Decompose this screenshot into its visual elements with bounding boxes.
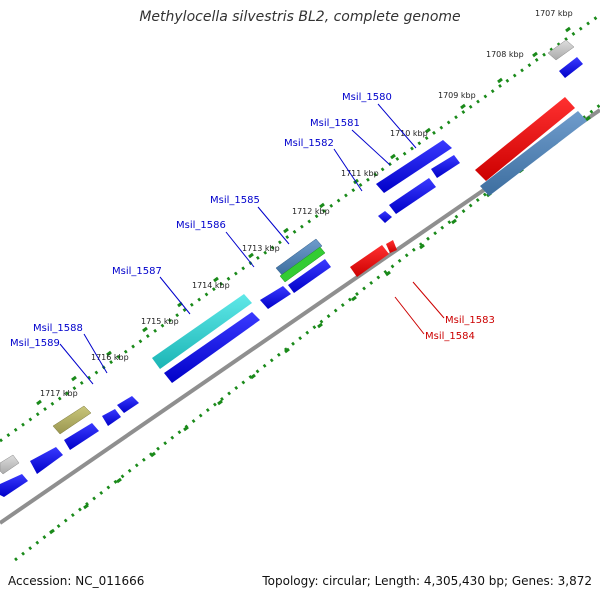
cds-feature[interactable] — [431, 155, 460, 178]
gene-label[interactable]: Msil_1587 — [112, 266, 162, 277]
cds-feature[interactable] — [376, 140, 452, 193]
gene-label[interactable]: Msil_1582 — [284, 138, 334, 149]
cds-feature[interactable] — [117, 396, 139, 413]
rna-feature[interactable] — [350, 245, 389, 277]
cds-feature[interactable] — [378, 211, 392, 223]
kbp-label: 1716 kbp — [91, 353, 129, 362]
label-leaders — [59, 103, 417, 385]
cds-feature[interactable] — [480, 111, 587, 196]
gene-feature[interactable] — [279, 246, 326, 283]
cds-feature[interactable] — [64, 423, 99, 450]
gene-label[interactable]: Msil_1589 — [10, 338, 60, 349]
accession-text: Accession: NC_011666 — [8, 574, 145, 588]
kbp-label: 1711 kbp — [341, 169, 379, 178]
gene-label[interactable]: Msil_1584 — [425, 331, 475, 342]
label-leaders-red — [394, 281, 445, 335]
gene-feature[interactable] — [0, 454, 20, 475]
cds-feature[interactable] — [152, 294, 252, 369]
ruler-ticks — [36, 26, 591, 535]
cds-feature[interactable] — [288, 259, 331, 293]
gene-feature[interactable] — [547, 39, 575, 61]
outer-ruler — [0, 13, 600, 443]
cds-feature[interactable] — [164, 312, 260, 383]
gene-label[interactable]: Msil_1581 — [310, 118, 360, 129]
genome-summary-text: Topology: circular; Length: 4,305,430 bp… — [262, 574, 592, 588]
kbp-label: 1712 kbp — [292, 207, 330, 216]
kbp-label: 1713 kbp — [242, 244, 280, 253]
kbp-label: 1715 kbp — [141, 317, 179, 326]
gene-label[interactable]: Msil_1580 — [342, 92, 392, 103]
kbp-label: 1708 kbp — [486, 50, 524, 59]
rna-feature[interactable] — [475, 97, 575, 181]
gene-label[interactable]: Msil_1586 — [176, 220, 226, 231]
gene-feature[interactable] — [275, 238, 323, 276]
map-title: Methylocella silvestris BL2, complete ge… — [139, 9, 461, 25]
cds-feature[interactable] — [0, 474, 28, 497]
cds-feature[interactable] — [260, 286, 291, 309]
kbp-label: 1709 kbp — [438, 91, 476, 100]
gene-feature[interactable] — [52, 405, 92, 435]
cds-feature[interactable] — [389, 178, 436, 214]
gene-label[interactable]: Msil_1585 — [210, 195, 260, 206]
gene-label[interactable]: Msil_1583 — [445, 315, 495, 326]
cds-feature[interactable] — [559, 57, 583, 78]
rna-feature[interactable] — [386, 240, 397, 253]
kbp-label: 1714 kbp — [192, 281, 230, 290]
inner-ruler — [14, 103, 600, 562]
kbp-label: 1707 kbp — [535, 9, 573, 18]
cds-feature[interactable] — [30, 447, 63, 474]
cds-feature[interactable] — [102, 409, 121, 426]
kbp-label: 1717 kbp — [40, 389, 78, 398]
gene-label[interactable]: Msil_1588 — [33, 323, 83, 334]
kbp-label: 1710 kbp — [390, 129, 428, 138]
